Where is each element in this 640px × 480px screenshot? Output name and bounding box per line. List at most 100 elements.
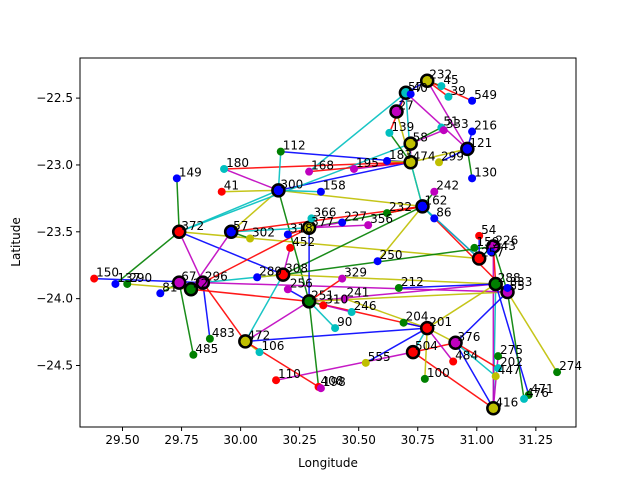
node-label: 416: [495, 395, 518, 409]
node-label: 377: [311, 215, 334, 229]
node-label: 296: [205, 270, 228, 284]
hub-node-marker: [183, 282, 199, 297]
edge-line: [494, 283, 530, 396]
node-marker: [406, 90, 415, 99]
hub-node-marker: [415, 199, 430, 214]
node-label: 112: [283, 139, 306, 153]
node-label: 57: [408, 80, 423, 94]
node-marker: [331, 324, 340, 333]
node-label: 137: [117, 271, 140, 285]
hub-node-marker: [389, 104, 404, 119]
node-marker: [399, 318, 408, 327]
edge-line: [278, 189, 423, 208]
edge-line: [506, 291, 558, 373]
node-label: 308: [285, 262, 308, 276]
node-label: 471: [531, 382, 554, 396]
x-tick-label: 30.75: [401, 433, 435, 447]
node-marker: [494, 352, 503, 361]
node-marker: [316, 384, 325, 393]
node-label: 90: [337, 315, 352, 329]
node-label: 106: [262, 339, 285, 353]
node-label: 290: [129, 271, 152, 285]
x-tick-label: 31.25: [519, 433, 553, 447]
hub-node-marker: [271, 183, 286, 198]
node-label: 139: [391, 120, 414, 134]
node-marker: [420, 374, 429, 383]
hub-node-marker: [460, 141, 475, 157]
edge-line: [245, 327, 428, 343]
hub-node-marker: [403, 136, 418, 151]
node-marker: [156, 289, 165, 298]
node-label: 130: [474, 165, 497, 179]
edge-line: [492, 246, 509, 293]
edge-line: [244, 274, 284, 342]
node-marker: [319, 301, 328, 310]
edge-line: [309, 161, 411, 173]
edge-line: [190, 288, 310, 303]
node-label: 366: [313, 205, 336, 219]
node-label: 110: [278, 367, 301, 381]
node-marker: [503, 283, 512, 292]
node-label: 81: [162, 280, 177, 294]
edge-line: [231, 205, 423, 233]
node-label: 22: [193, 276, 208, 290]
node-marker: [338, 274, 347, 283]
edge-line: [398, 283, 496, 289]
hub-node-marker: [223, 224, 239, 240]
edge-line: [308, 301, 320, 387]
node-layer: [90, 73, 562, 416]
hub-node-marker: [403, 155, 418, 170]
node-marker: [338, 218, 347, 227]
node-label: 443: [493, 239, 516, 253]
node-marker: [520, 394, 529, 403]
node-marker: [383, 156, 392, 165]
node-marker: [272, 376, 281, 385]
node-label: 202: [500, 355, 523, 369]
node-marker: [475, 231, 484, 240]
node-label: 57: [233, 219, 248, 233]
edge-line: [309, 224, 369, 229]
edge-line: [365, 327, 428, 364]
node-marker: [468, 174, 477, 183]
node-label: 100: [427, 366, 450, 380]
node-label: 300: [280, 177, 303, 191]
node-marker: [205, 334, 214, 343]
node-label: 27: [398, 98, 413, 112]
edge-line: [277, 190, 310, 302]
edge-line: [412, 342, 456, 353]
node-marker: [435, 158, 444, 167]
node-marker: [491, 372, 500, 381]
node-label: 549: [474, 88, 497, 102]
edge-line: [426, 80, 473, 102]
edge-line: [178, 231, 204, 283]
edge-line: [178, 282, 195, 355]
node-marker: [276, 147, 285, 156]
x-tick-label: 31.00: [460, 433, 494, 447]
node-label: 227: [344, 209, 367, 223]
node-label: 372: [181, 219, 204, 233]
node-marker: [383, 209, 392, 218]
edge-line: [275, 351, 414, 381]
hub-node-marker: [195, 275, 211, 290]
node-label: 246: [354, 299, 377, 313]
hub-node-marker: [238, 334, 253, 349]
edge-line: [455, 342, 499, 369]
hub-node-marker: [171, 275, 187, 290]
edge-line: [244, 300, 310, 343]
edge-line: [455, 342, 497, 377]
node-label: 329: [344, 266, 367, 280]
x-tick-label: 30.25: [282, 433, 316, 447]
node-marker: [430, 214, 439, 223]
hub-node-marker: [488, 276, 503, 292]
node-marker: [90, 274, 99, 283]
edge-line: [309, 283, 496, 303]
edge-line: [424, 328, 428, 379]
edge-line: [455, 291, 509, 344]
node-marker: [373, 257, 382, 266]
node-label: 483: [212, 326, 235, 340]
node-label: 41: [224, 179, 239, 193]
node-marker: [385, 128, 394, 137]
node-label: 232: [429, 68, 452, 82]
node-marker: [394, 283, 403, 292]
